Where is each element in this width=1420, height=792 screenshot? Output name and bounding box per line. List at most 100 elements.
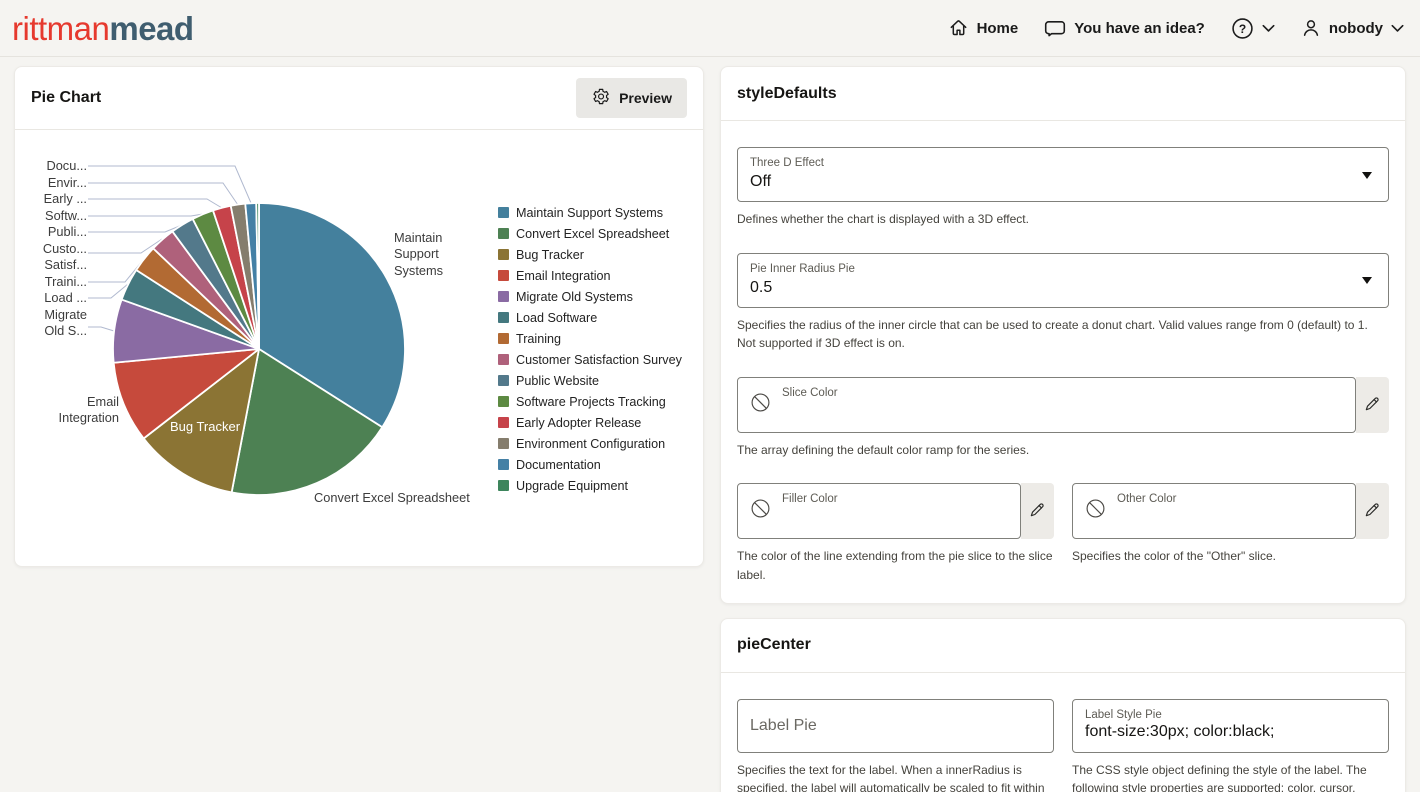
pie-inner-radius-select[interactable]: Pie Inner Radius Pie 0.5 [737, 252, 1389, 308]
legend-item-early-adopter-release[interactable]: Early Adopter Release [498, 412, 682, 433]
nav-idea[interactable]: You have an idea? [1044, 19, 1205, 38]
pie-inner-radius-value: 0.5 [750, 278, 773, 296]
logo-mead: mead [109, 9, 194, 47]
legend-label: Public Website [516, 373, 600, 388]
filler-color-label: Filler Color [782, 493, 838, 506]
legend-swatch [498, 396, 509, 407]
three-d-effect-select[interactable]: Three D Effect Off [737, 147, 1389, 202]
legend-item-convert-excel-spreadsheet[interactable]: Convert Excel Spreadsheet [498, 223, 682, 244]
callout-leader-line [88, 182, 239, 206]
style-defaults-header: styleDefaults [721, 67, 1405, 121]
slice-callout-label: Softw... [45, 208, 87, 223]
other-color-eyedropper-button[interactable] [1356, 483, 1389, 540]
slice-callout-label: Docu... [46, 158, 87, 173]
slice-color-helper: The array defining the default color ram… [737, 442, 1030, 457]
legend-swatch [498, 354, 509, 365]
rittmanmead-logo: rittman mead [12, 12, 194, 45]
chevron-down-icon [1262, 24, 1275, 33]
legend-swatch [498, 207, 509, 218]
slice-color-label: Slice Color [782, 386, 838, 399]
color-fields-row: Filler Color The color of the line exten… [737, 483, 1389, 584]
legend-label: Load Software [516, 310, 598, 325]
slice-callout-label: Migrate [44, 307, 87, 322]
label-style-pie-label: Label Style Pie [1085, 708, 1162, 721]
slice-callout-label: Load ... [44, 290, 87, 305]
no-color-icon [1085, 498, 1106, 524]
label-pie-input[interactable] [750, 716, 1041, 735]
filler-color-field[interactable]: Filler Color [737, 483, 1021, 540]
legend-item-customer-satisfaction-survey[interactable]: Customer Satisfaction Survey [498, 349, 682, 370]
gear-icon [591, 87, 610, 109]
main-content: Pie Chart Preview Maintain Support Syste… [0, 57, 1420, 792]
pie-slice-bug-tracker[interactable] [142, 348, 260, 494]
home-icon [948, 18, 969, 38]
pie-chart-area: Maintain Support Systems Convert Excel Sp… [15, 130, 703, 566]
legend-swatch [498, 480, 509, 491]
pie-center-title: pieCenter [737, 636, 811, 654]
nav-home[interactable]: Home [948, 18, 1019, 38]
callout-leader-line [88, 198, 223, 209]
legend-item-training[interactable]: Training [498, 328, 682, 349]
chat-bubble-icon [1044, 19, 1066, 38]
legend-swatch [498, 228, 509, 239]
legend-label: Maintain Support Systems [516, 205, 663, 220]
slice-inner-label: Bug Tracker [169, 419, 241, 434]
filler-color-eyedropper-button[interactable] [1021, 483, 1054, 540]
eyedropper-icon [1029, 501, 1046, 521]
slice-callout-label: Traini... [44, 274, 87, 289]
slice-callout-label: Publi... [47, 224, 87, 239]
pie-center-header: pieCenter [721, 619, 1405, 673]
top-nav: Home You have an idea? ? nobody [948, 17, 1404, 40]
preview-button[interactable]: Preview [576, 78, 687, 118]
legend-label: Software Projects Tracking [516, 394, 666, 409]
legend-item-email-integration[interactable]: Email Integration [498, 265, 682, 286]
pie-slice-upgrade-equipment[interactable] [255, 202, 260, 350]
other-color-column: Other Color Specifies the color of the "… [1072, 483, 1389, 584]
callout-leader-line [88, 283, 129, 299]
pie-chart-card: Pie Chart Preview Maintain Support Syste… [14, 66, 704, 567]
pie-slice-email-integration[interactable] [112, 348, 260, 440]
legend-item-load-software[interactable]: Load Software [498, 307, 682, 328]
legend-swatch [498, 249, 509, 260]
legend-item-bug-tracker[interactable]: Bug Tracker [498, 244, 682, 265]
three-d-effect-helper: Defines whether the chart is displayed w… [737, 212, 1029, 226]
dropdown-caret-icon [1362, 277, 1372, 285]
nav-idea-label: You have an idea? [1074, 19, 1205, 37]
top-bar: rittman mead Home You have an idea? ? [0, 0, 1420, 57]
no-color-icon [750, 498, 771, 524]
legend-swatch [498, 459, 509, 470]
label-style-pie-helper: The CSS style object defining the style … [1072, 762, 1367, 792]
nav-help[interactable]: ? [1231, 17, 1275, 40]
pie-chart-card-title: Pie Chart [31, 89, 102, 106]
pie-slice-convert-excel-spreadsheet[interactable] [230, 348, 384, 496]
other-color-helper: Specifies the color of the "Other" slice… [1072, 549, 1276, 564]
help-icon: ? [1231, 17, 1254, 40]
other-color-field[interactable]: Other Color [1072, 483, 1356, 540]
slice-callout-label: Early ... [43, 191, 87, 206]
legend-item-public-website[interactable]: Public Website [498, 370, 682, 391]
nav-home-label: Home [976, 19, 1019, 37]
slice-color-eyedropper-button[interactable] [1356, 376, 1389, 433]
nav-user[interactable]: nobody [1301, 18, 1404, 38]
label-pie-column: Specifies the text for the label. When a… [737, 698, 1054, 792]
slice-color-field[interactable]: Slice Color [737, 376, 1356, 433]
label-style-pie-input[interactable] [1085, 722, 1376, 741]
preview-button-label: Preview [619, 90, 672, 106]
legend-item-upgrade-equipment[interactable]: Upgrade Equipment [498, 475, 682, 496]
legend-label: Training [516, 331, 562, 346]
style-defaults-title: styleDefaults [737, 84, 837, 102]
legend-label: Email Integration [516, 268, 611, 283]
label-pie-helper: Specifies the text for the label. When a… [737, 762, 1045, 792]
legend-item-environment-configuration[interactable]: Environment Configuration [498, 433, 682, 454]
callout-leader-line [88, 165, 252, 204]
slice-callout-label: Custo... [42, 241, 87, 256]
legend-item-software-projects-tracking[interactable]: Software Projects Tracking [498, 391, 682, 412]
legend-label: Upgrade Equipment [516, 478, 629, 493]
slice-callout-label: Envir... [47, 175, 87, 190]
legend-item-maintain-support-systems[interactable]: Maintain Support Systems [498, 202, 682, 223]
legend-item-migrate-old-systems[interactable]: Migrate Old Systems [498, 286, 682, 307]
legend-item-documentation[interactable]: Documentation [498, 454, 682, 475]
settings-column: styleDefaults Three D Effect Off Defines… [720, 66, 1406, 792]
legend-label: Documentation [516, 457, 601, 472]
pie-chart-card-header: Pie Chart Preview [15, 67, 703, 130]
